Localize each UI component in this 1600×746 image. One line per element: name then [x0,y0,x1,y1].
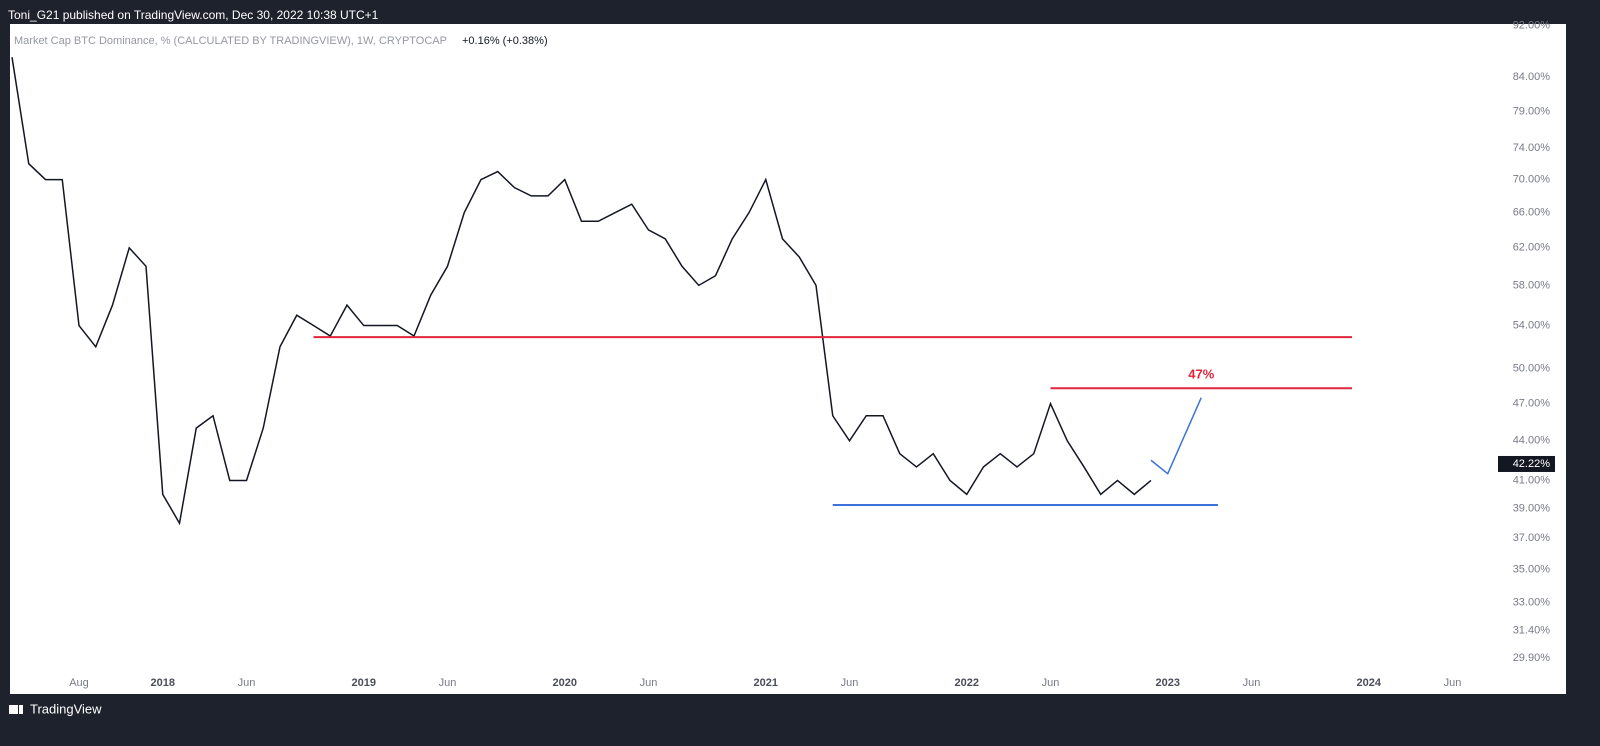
x-tick-label: Jun [640,677,658,689]
legend-title: Market Cap BTC Dominance, % (CALCULATED … [14,35,447,47]
y-tick-label: 79.00% [1513,105,1551,117]
y-tick-label: 39.00% [1513,503,1551,515]
price-line [11,57,1152,526]
legend-change: +0.16% (+0.38%) [462,35,548,47]
brand[interactable]: TradingView [30,701,102,716]
x-tick-label: Aug [69,677,89,689]
projection-arrow [1150,397,1202,475]
x-tick-label: 2022 [955,677,979,689]
y-tick-label: 50.00% [1513,363,1551,375]
y-tick-label: 29.90% [1513,652,1551,664]
y-tick-label: 70.00% [1513,173,1551,185]
y-tick-label: 31.40% [1513,624,1551,636]
x-tick-label: Jun [1042,677,1060,689]
y-tick-label: 35.00% [1513,563,1551,575]
x-tick-label: Jun [238,677,256,689]
y-tick-label: 37.00% [1513,532,1551,544]
y-tick-label: 54.00% [1513,319,1551,331]
x-tick-label: 2024 [1357,677,1382,689]
header-text: Toni_G21 published on TradingView.com, D… [8,8,379,22]
y-tick-label: 74.00% [1513,142,1551,154]
x-tick-label: Jun [1444,677,1462,689]
x-tick-label: 2021 [754,677,778,689]
chart-panel [10,24,1566,694]
x-tick-label: 2019 [352,677,376,689]
y-tick-label: 47.00% [1513,398,1551,410]
x-tick-label: Jun [439,677,457,689]
price-tag-label: 42.22% [1513,458,1551,470]
logo [9,705,23,714]
level-label: 47% [1188,367,1214,382]
price-tag [1498,455,1555,472]
x-tick-label: 2023 [1156,677,1180,689]
y-tick-label: 44.00% [1513,435,1551,447]
y-tick-label: 66.00% [1513,207,1551,219]
x-tick-label: 2020 [553,677,577,689]
y-tick-label: 33.00% [1513,596,1551,608]
y-tick-label: 92.00% [1513,20,1551,32]
y-tick-label: 84.00% [1513,71,1551,83]
y-tick-label: 41.00% [1513,474,1551,486]
x-tick-label: Jun [841,677,859,689]
y-tick-label: 58.00% [1513,279,1551,291]
x-tick-label: 2018 [151,677,175,689]
x-tick-label: Jun [1243,677,1261,689]
y-tick-label: 62.00% [1513,242,1551,254]
